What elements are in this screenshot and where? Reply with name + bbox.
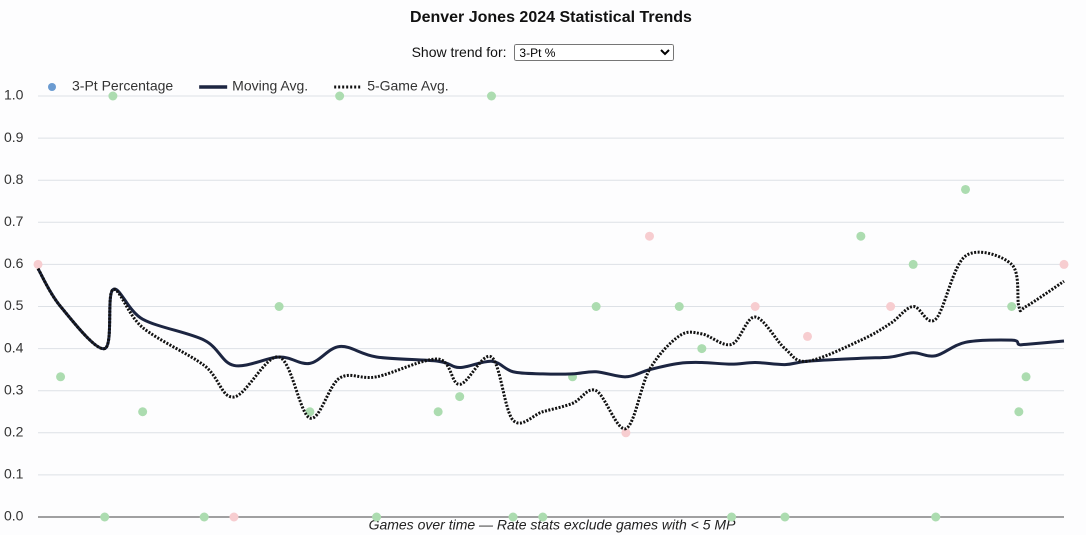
data-point — [750, 302, 760, 311]
data-point — [1059, 259, 1069, 269]
y-tick-label: 0.2 — [4, 424, 24, 440]
data-point — [335, 91, 345, 101]
trend-control: Show trend for: 3-Pt % — [0, 44, 1086, 61]
legend-swatch — [48, 83, 56, 91]
y-tick-label: 0.1 — [4, 466, 24, 482]
data-point — [56, 372, 66, 382]
data-point — [508, 512, 518, 522]
data-point — [100, 512, 110, 522]
data-point — [538, 512, 548, 522]
data-point — [108, 91, 118, 101]
data-point — [1007, 302, 1017, 311]
data-point — [305, 407, 315, 417]
y-tick-label: 1.0 — [4, 87, 24, 103]
y-tick-label: 0.8 — [4, 171, 24, 187]
data-point — [961, 184, 971, 194]
data-point — [803, 331, 812, 341]
data-point — [644, 231, 654, 241]
y-tick-label: 0.6 — [4, 255, 24, 271]
data-point — [229, 512, 239, 522]
legend-label: 5-Game Avg. — [367, 78, 448, 94]
y-tick-label: 0.0 — [4, 508, 24, 524]
data-point — [372, 512, 382, 522]
y-tick-label: 0.5 — [4, 297, 24, 313]
data-point — [780, 512, 790, 522]
legend-label: Moving Avg. — [232, 78, 308, 94]
y-tick-label: 0.9 — [4, 129, 24, 145]
data-point — [486, 91, 496, 101]
data-point — [274, 302, 284, 311]
data-point — [727, 512, 737, 522]
data-point — [1021, 372, 1031, 382]
five-game-line — [36, 250, 1065, 431]
y-tick-label: 0.3 — [4, 381, 24, 397]
data-point — [433, 407, 443, 417]
data-point — [138, 407, 148, 417]
data-point — [674, 302, 684, 311]
data-point — [33, 259, 43, 269]
moving-avg-line — [36, 267, 1065, 379]
y-tick-label: 0.7 — [4, 213, 24, 229]
data-point — [886, 302, 896, 311]
x-axis-label: Games over time — Rate stats exclude gam… — [369, 517, 737, 533]
data-point — [455, 392, 465, 402]
data-point — [199, 512, 209, 522]
control-label: Show trend for: — [411, 44, 507, 60]
trend-select[interactable]: 3-Pt % — [514, 44, 675, 61]
data-point — [697, 344, 707, 354]
data-point — [856, 231, 866, 241]
y-tick-label: 0.4 — [4, 339, 24, 355]
chart-title: Denver Jones 2024 Statistical Trends — [410, 9, 692, 26]
data-point — [1014, 407, 1024, 417]
data-point — [931, 512, 941, 522]
data-point — [908, 259, 918, 269]
legend-label: 3-Pt Percentage — [72, 78, 173, 94]
data-point — [591, 302, 601, 311]
data-point — [621, 428, 631, 438]
